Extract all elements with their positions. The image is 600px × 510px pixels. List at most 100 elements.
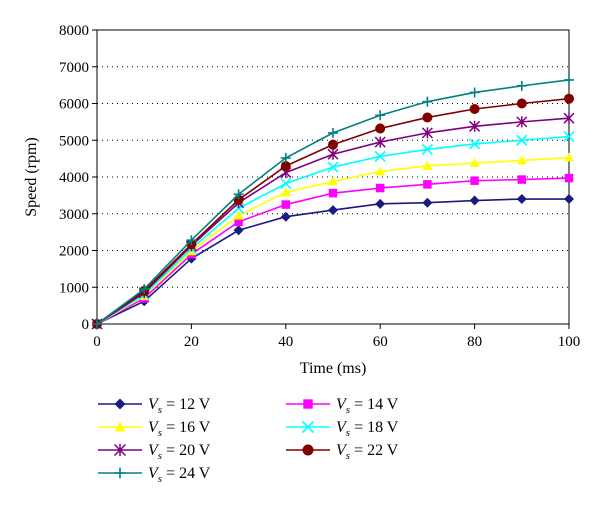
legend-label: Vs = 20 V bbox=[148, 442, 211, 462]
data-point bbox=[328, 205, 338, 216]
data-point bbox=[375, 166, 386, 176]
data-point bbox=[516, 194, 527, 205]
legend-item: Vs = 16 V bbox=[98, 419, 211, 439]
legend-item: Vs = 22 V bbox=[286, 442, 399, 462]
data-point bbox=[139, 284, 150, 295]
legend-label: Vs = 18 V bbox=[336, 419, 399, 439]
x-axis-title: Time (ms) bbox=[300, 360, 367, 377]
data-point bbox=[113, 443, 127, 457]
legend-item: Vs = 14 V bbox=[286, 396, 399, 416]
legend-label: Vs = 24 V bbox=[148, 465, 211, 485]
data-point bbox=[422, 112, 433, 123]
legend-label: Vs = 14 V bbox=[336, 396, 399, 416]
y-tick-label: 4000 bbox=[59, 170, 89, 186]
y-tick-label: 3000 bbox=[59, 207, 89, 223]
x-tick-label: 80 bbox=[467, 334, 482, 350]
y-tick-label: 5000 bbox=[59, 133, 89, 149]
data-point bbox=[186, 235, 197, 246]
y-tick-label: 2000 bbox=[59, 244, 89, 260]
data-point bbox=[233, 225, 244, 236]
data-point bbox=[469, 158, 480, 168]
data-point bbox=[328, 188, 338, 198]
data-point bbox=[564, 194, 574, 205]
data-point bbox=[233, 189, 244, 200]
data-point bbox=[564, 152, 574, 162]
data-point bbox=[328, 139, 338, 150]
data-point bbox=[233, 210, 244, 220]
data-point bbox=[563, 131, 575, 143]
data-point bbox=[470, 176, 479, 185]
data-point bbox=[564, 74, 574, 85]
data-point bbox=[422, 96, 433, 107]
data-point bbox=[303, 399, 313, 409]
data-point bbox=[186, 253, 197, 264]
legend-label: Vs = 16 V bbox=[148, 419, 211, 439]
data-point bbox=[469, 195, 480, 206]
data-point bbox=[328, 127, 338, 138]
legend-item: Vs = 20 V bbox=[98, 442, 211, 462]
data-point bbox=[375, 198, 386, 209]
data-point bbox=[422, 197, 433, 208]
series-12v bbox=[92, 194, 574, 329]
data-point bbox=[469, 87, 480, 98]
legend-label: Vs = 12 V bbox=[148, 396, 211, 416]
y-tick-label: 0 bbox=[82, 317, 90, 333]
data-point bbox=[564, 93, 574, 104]
data-point bbox=[421, 143, 433, 156]
series-line bbox=[96, 198, 569, 325]
data-point bbox=[469, 104, 480, 115]
y-tick-label: 8000 bbox=[59, 23, 89, 39]
data-point bbox=[563, 112, 575, 124]
data-point bbox=[423, 180, 432, 189]
data-point bbox=[234, 217, 243, 227]
data-point bbox=[469, 120, 481, 132]
data-point bbox=[280, 160, 291, 171]
series-22v bbox=[92, 93, 574, 329]
data-point bbox=[374, 136, 386, 148]
data-point bbox=[564, 173, 574, 183]
data-point bbox=[517, 175, 527, 184]
series-20v bbox=[91, 112, 575, 330]
data-point bbox=[516, 98, 527, 109]
data-point bbox=[374, 150, 386, 162]
y-axis-ticks: 0 1000 2000 3000 4000 5000 6000 7000 8000 bbox=[59, 23, 97, 333]
legend: Vs = 12 V Vs = 16 V Vs = 20 V Vs = 24 V Vs =… bbox=[98, 396, 399, 485]
data-point bbox=[375, 183, 385, 193]
y-axis-title: Speed (rpm) bbox=[23, 137, 40, 217]
data-point bbox=[280, 152, 291, 163]
x-tick-label: 20 bbox=[184, 334, 199, 350]
data-point bbox=[280, 187, 291, 197]
data-point bbox=[516, 80, 527, 91]
series-group bbox=[91, 74, 575, 330]
data-point bbox=[328, 176, 338, 186]
data-point bbox=[302, 444, 314, 456]
series-14v bbox=[92, 173, 574, 329]
data-point bbox=[327, 161, 339, 173]
data-point bbox=[422, 160, 433, 170]
data-point bbox=[114, 467, 126, 479]
x-tick-label: 0 bbox=[93, 334, 101, 350]
series-16v bbox=[92, 152, 574, 328]
legend-label: Vs = 22 V bbox=[336, 442, 399, 462]
series-24v bbox=[92, 74, 574, 329]
x-tick-label: 40 bbox=[278, 334, 293, 350]
y-tick-label: 1000 bbox=[59, 280, 89, 296]
data-point bbox=[375, 110, 386, 121]
data-point bbox=[301, 420, 315, 434]
data-point bbox=[114, 421, 126, 432]
data-point bbox=[280, 211, 291, 222]
legend-item: Vs = 18 V bbox=[286, 419, 399, 439]
data-point bbox=[516, 155, 527, 165]
x-axis-ticks: 0 20 40 60 80 100 bbox=[93, 324, 580, 350]
data-point bbox=[281, 200, 291, 209]
series-line bbox=[96, 135, 570, 325]
data-point bbox=[421, 127, 433, 139]
data-point bbox=[92, 319, 102, 329]
data-point bbox=[516, 134, 528, 146]
data-point bbox=[469, 138, 481, 150]
y-tick-label: 6000 bbox=[59, 97, 89, 113]
data-point bbox=[114, 398, 126, 410]
legend-item: Vs = 24 V bbox=[98, 465, 211, 485]
data-point bbox=[280, 178, 292, 190]
